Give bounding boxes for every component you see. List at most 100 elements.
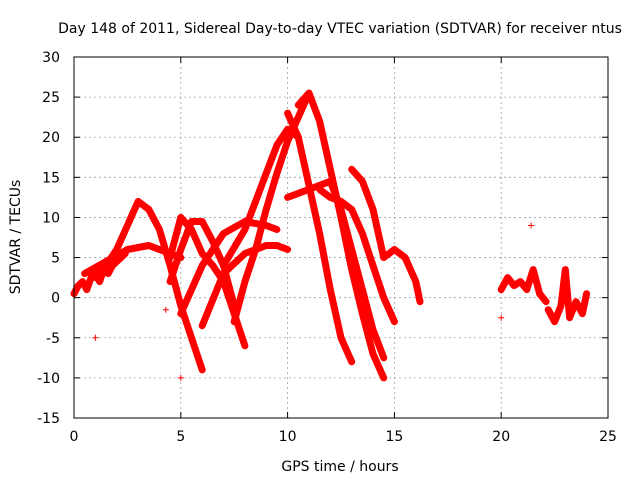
x-tick-label: 20 [492,429,510,445]
data-point [348,206,355,213]
data-point [231,318,238,325]
data-point [177,246,184,253]
data-point [209,246,216,253]
data-point [162,306,169,313]
data-point [380,294,387,301]
data-point [348,166,355,173]
data-point [327,166,334,173]
data-point [273,170,280,177]
series-band [497,266,550,306]
data-point [188,334,195,341]
data-point [370,326,377,333]
y-tick-label: 0 [51,291,60,307]
data-point [220,262,227,269]
data-point [359,310,366,317]
data-point [220,230,227,237]
data-point [295,114,302,121]
x-axis-label: GPS time / hours [281,459,398,475]
data-point [199,366,206,373]
series-outliers [92,222,535,381]
data-point [75,282,82,289]
data-point [380,254,387,261]
data-point [359,178,366,185]
data-point [199,250,206,257]
series-arc-K [284,177,388,362]
data-point [188,218,195,225]
data-point [517,278,524,285]
data-point [338,198,344,205]
data-point [124,246,131,253]
data-point [530,266,537,273]
y-tick-label: -5 [46,331,60,347]
data-point [380,374,387,381]
y-axis-label: SDTVAR / TECUs [8,180,24,295]
data-point [348,246,355,253]
data-point [79,278,86,285]
data-point [391,318,398,325]
data-point [83,286,90,293]
x-tick-label: 10 [279,429,297,445]
data-point [124,222,131,229]
data-point [241,342,248,349]
data-point [370,262,377,269]
data-point [145,242,152,249]
data-point [284,194,291,201]
data-point [273,242,280,249]
series-band [230,89,313,326]
data-point [523,286,530,293]
data-point [284,110,291,117]
y-tick-label: -10 [37,371,60,387]
data-point [370,206,377,213]
data-point [241,278,248,285]
data-point [528,222,535,229]
data-point [156,226,163,233]
data-point [145,206,152,213]
data-point [177,310,184,317]
data-point [504,274,511,281]
x-tick-label: 15 [385,429,403,445]
series-late-cluster-2 [544,266,591,326]
data-point [241,250,248,257]
y-tick-label: 15 [42,170,60,186]
data-point [167,278,174,285]
x-tick-label: 0 [70,429,79,445]
data-point [511,282,518,289]
data-point [113,258,120,265]
data-point [103,258,110,265]
data-point [284,246,291,253]
data-point [305,186,312,193]
data-point [417,298,424,305]
data-point [327,178,334,185]
data-point [284,138,291,145]
data-point [316,118,323,125]
data-point [412,278,419,285]
y-tick-label: 30 [42,50,60,66]
series-late-cluster-1 [497,266,550,306]
data-point [209,262,216,269]
data-points [70,89,591,382]
series-arc-M [348,165,424,306]
data-point [199,322,206,329]
data-point [295,102,302,109]
series-band [316,185,398,326]
series-arc-E [177,218,281,318]
data-point [177,374,184,381]
data-point [252,246,259,253]
data-point [316,230,323,237]
data-point [536,290,543,297]
plot-frame [73,56,609,419]
series-arc-G [220,125,302,270]
data-point [498,314,505,321]
data-point [167,254,174,261]
data-point [177,214,184,221]
data-point [338,334,344,341]
x-tick-label: 5 [176,429,185,445]
data-point [105,270,112,277]
y-tick-label: 5 [51,251,60,267]
series-arc-I [284,109,356,366]
series-arc-L [316,185,398,326]
chart-title: Day 148 of 2011, Sidereal Day-to-day VTE… [58,21,622,37]
data-point [305,90,312,97]
data-point [566,314,573,321]
data-point [338,206,344,213]
